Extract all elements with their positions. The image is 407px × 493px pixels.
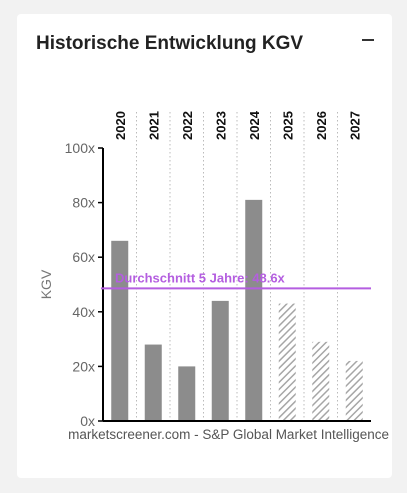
- bar-2020: [111, 240, 129, 421]
- y-axis-label: KGV: [38, 269, 54, 299]
- bar-2025: [278, 303, 296, 421]
- bar-2023: [211, 300, 229, 421]
- bar-2021: [144, 344, 162, 421]
- x-tick-label: 2021: [146, 111, 161, 140]
- bar-2026: [312, 341, 330, 421]
- minimize-icon[interactable]: [362, 36, 374, 48]
- x-tick-label: 2026: [314, 111, 329, 140]
- y-tick-label: 0x: [80, 413, 95, 429]
- y-tick-label: 100x: [65, 140, 95, 156]
- bar-2027: [345, 360, 363, 421]
- y-tick-label: 60x: [72, 249, 95, 265]
- chart-card: Historische Entwicklung KGV 2020 2021 2022…: [17, 14, 392, 478]
- bar-2024: [245, 199, 263, 421]
- x-tick-label: 2025: [280, 111, 295, 140]
- card-title: Historische Entwicklung KGV: [36, 33, 304, 54]
- x-tick-label: 2024: [247, 110, 262, 140]
- average-label: Durchschnitt 5 Jahre: 48.6x: [115, 270, 286, 285]
- x-tick-label: 2022: [180, 111, 195, 140]
- x-tick-label: 2020: [113, 111, 128, 140]
- y-tick-label: 80x: [72, 195, 95, 211]
- y-tick-label: 40x: [72, 304, 95, 320]
- bar-2022: [178, 366, 196, 421]
- source-credit: marketscreener.com - S&P Global Market I…: [68, 427, 389, 442]
- x-tick-label: 2027: [347, 111, 362, 140]
- pe-ratio-chart: 2020 2021 2022 2023 2024 2025 2026 2027 0x 20x 40x…: [38, 110, 371, 429]
- x-tick-label: 2023: [213, 111, 228, 140]
- y-tick-label: 20x: [72, 358, 95, 374]
